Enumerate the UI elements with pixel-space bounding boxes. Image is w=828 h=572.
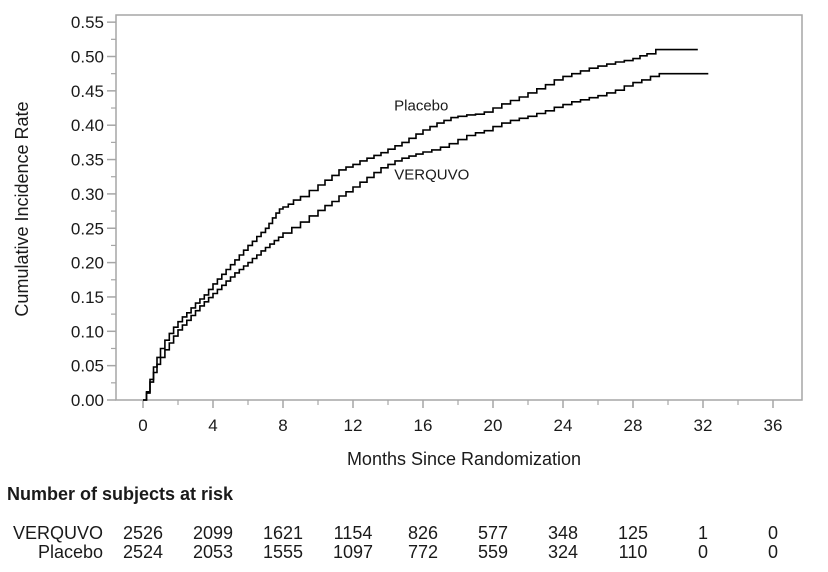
risk-table-title: Number of subjects at risk — [7, 484, 234, 504]
x-tick-label: 16 — [414, 416, 433, 435]
y-tick-label: 0.45 — [71, 82, 104, 101]
risk-count: 1555 — [262, 542, 304, 562]
risk-count: 1154 — [333, 523, 373, 543]
risk-row-label-placebo: Placebo — [37, 542, 103, 562]
x-axis-title: Months Since Randomization — [346, 449, 582, 469]
plot-frame — [115, 14, 803, 401]
y-axis-tick-labels: 0.00 0.05 0.10 0.15 0.20 0.25 0.30 0.35 0.40 0.45… — [71, 13, 104, 410]
y-tick-label: 0.20 — [71, 254, 104, 273]
y-axis-title: Cumulative Incidence Rate — [12, 101, 32, 317]
series-label-placebo: Placebo — [394, 97, 448, 114]
risk-count: 324 — [547, 542, 579, 562]
risk-count: 0 — [697, 542, 708, 562]
x-axis-tick-labels: 0 4 8 12 16 20 24 28 32 36 — [138, 416, 782, 435]
x-tick-label: 4 — [208, 416, 217, 435]
x-tick-label: 32 — [694, 416, 713, 435]
x-axis-major-ticks — [142, 400, 774, 408]
y-tick-label: 0.50 — [71, 48, 104, 67]
y-tick-label: 0.10 — [71, 322, 104, 341]
risk-count: 110 — [618, 542, 648, 562]
risk-count: 0 — [767, 523, 778, 543]
x-tick-label: 12 — [344, 416, 363, 435]
y-axis-minor-ticks — [111, 38, 116, 384]
risk-count: 0 — [767, 542, 778, 562]
x-axis-minor-ticks — [177, 400, 739, 405]
y-tick-label: 0.25 — [71, 219, 104, 238]
risk-count: 577 — [477, 523, 509, 543]
y-axis-major-ticks — [107, 21, 116, 401]
curve-verquvo — [143, 72, 709, 401]
x-tick-label: 0 — [138, 416, 147, 435]
x-tick-label: 8 — [278, 416, 287, 435]
y-tick-label: 0.30 — [71, 185, 104, 204]
survival-curves — [143, 48, 709, 401]
x-tick-label: 20 — [484, 416, 503, 435]
y-tick-label: 0.05 — [71, 357, 104, 376]
y-tick-label: 0.35 — [71, 151, 104, 170]
series-label-verquvo: VERQUVO — [394, 167, 469, 184]
curve-placebo — [143, 48, 698, 401]
risk-count: 559 — [477, 542, 509, 562]
risk-count: 1621 — [262, 523, 304, 543]
risk-count: 1 — [697, 523, 708, 543]
risk-count: 1097 — [332, 542, 374, 562]
series-labels: Placebo VERQUVO — [394, 97, 469, 183]
risk-count: 2526 — [122, 523, 164, 543]
risk-count: 2053 — [192, 542, 234, 562]
x-tick-label: 28 — [624, 416, 643, 435]
risk-count: 348 — [547, 523, 579, 543]
risk-count: 125 — [617, 523, 649, 543]
risk-row-label-verquvo: VERQUVO — [12, 523, 103, 543]
y-tick-label: 0.15 — [71, 288, 104, 307]
risk-count: 826 — [407, 523, 439, 543]
x-tick-label: 24 — [554, 416, 573, 435]
risk-count: 2099 — [192, 523, 234, 543]
y-tick-label: 0.00 — [71, 391, 104, 410]
y-tick-label: 0.55 — [71, 13, 104, 32]
risk-count: 2524 — [122, 542, 164, 562]
risk-count: 772 — [407, 542, 439, 562]
x-tick-label: 36 — [764, 416, 783, 435]
y-tick-label: 0.40 — [71, 116, 104, 135]
